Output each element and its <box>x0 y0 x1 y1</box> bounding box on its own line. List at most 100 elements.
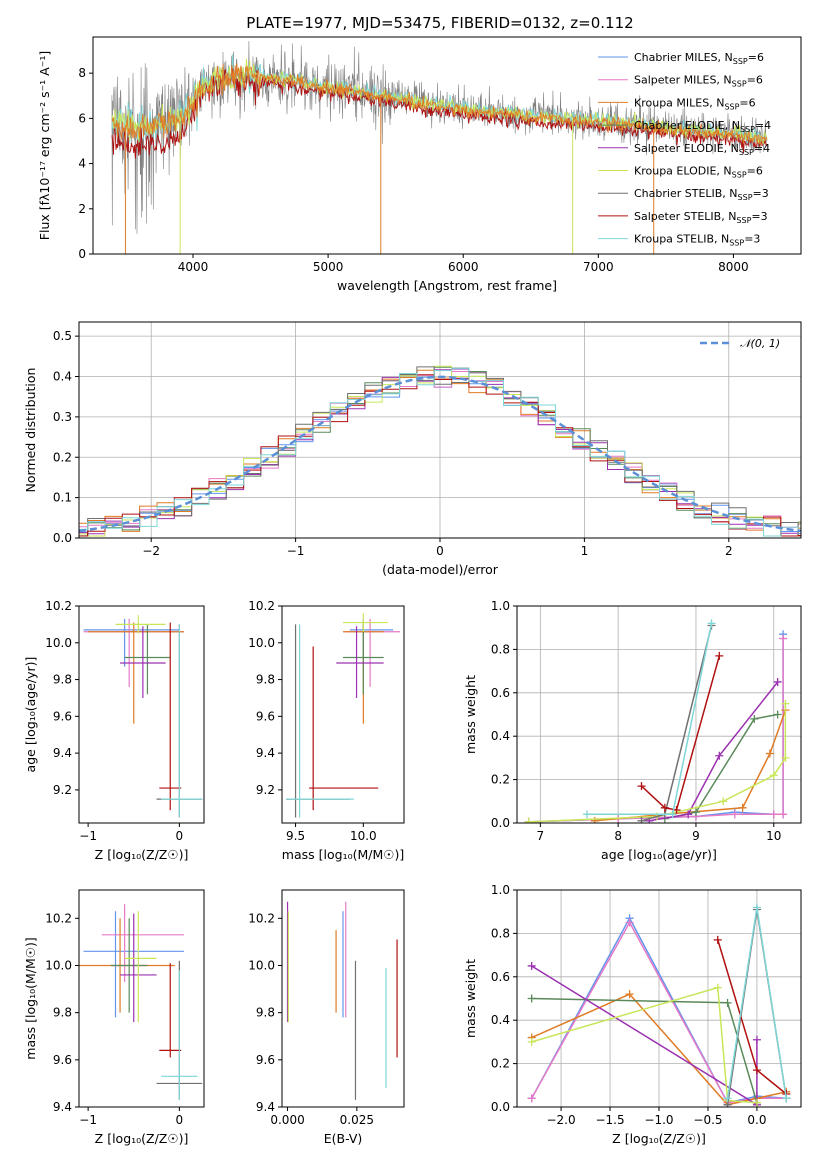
y-tick-label: 9.2 <box>53 783 72 797</box>
series-kroupa-elodie-marker <box>713 983 722 992</box>
series-kroupa-elodie-marker <box>527 1037 536 1046</box>
legend-label-main: Chabrier ELODIE, N <box>634 119 740 132</box>
legend-label-sub: SSP <box>724 102 739 111</box>
series-kroupa-elodie-line <box>528 703 787 823</box>
series-salpeter-miles-marker <box>769 810 778 819</box>
y-tick-label: 4 <box>78 157 86 171</box>
series-chabrier-elodie-marker <box>527 994 536 1003</box>
legend-label: Chabrier MILES, NSSP=6 <box>634 51 764 66</box>
legend-label-suffix: =4 <box>755 119 771 132</box>
y-axis-label: Flux [fλ10⁻¹⁷ erg cm⁻² s⁻¹ A⁻¹] <box>37 51 52 240</box>
series-chabrier-elodie-marker <box>691 808 700 817</box>
series-chabrier-elodie-marker <box>773 710 782 719</box>
x-axis-label: E(B-V) <box>324 1131 363 1146</box>
x-tick-label: 0.000 <box>270 1113 304 1127</box>
series-kroupa-elodie-marker <box>719 797 728 806</box>
y-tick-label: 0.0 <box>491 816 510 830</box>
y-tick-label: 10.2 <box>45 599 72 613</box>
y-tick-label: 1.0 <box>491 599 510 613</box>
series-salpeter-miles-marker <box>730 810 739 819</box>
series-kroupa-elodie-marker <box>781 699 790 708</box>
y-tick-label: 0.8 <box>491 926 510 940</box>
series-salpeter-stelib-line <box>717 939 787 1095</box>
axes-frame <box>78 889 205 1108</box>
legend-label-sub: SSP <box>736 216 751 225</box>
x-tick-label: 2 <box>725 544 733 558</box>
x-tick-label: 0 <box>176 829 184 843</box>
series-kroupa-elodie-marker <box>524 817 533 823</box>
axes-weight_vs_Z: −2.0 −1.5 −1.0 −0.5 0.0 0.0 0.2 0.4 0.6 0.8 1.0 Z [… <box>463 883 802 1146</box>
plot-area-spectrum <box>111 41 768 254</box>
x-axis-label: age [log₁₀(age/yr)] <box>601 847 717 862</box>
series-salpeter-elodie-marker <box>527 961 536 970</box>
x-tick-label: −1.0 <box>644 1113 673 1127</box>
y-tick-label: 0.1 <box>53 491 72 505</box>
series-salpeter-miles-marker <box>779 634 788 643</box>
x-tick-label: 8 <box>614 829 622 843</box>
plot-area-residuals <box>79 365 801 537</box>
legend-label-sub: SSP <box>740 125 755 134</box>
y-tick-label: 9.4 <box>256 746 275 760</box>
series-kroupa-elodie-line <box>531 986 757 1104</box>
y-tick-label: 10.2 <box>248 599 275 613</box>
y-tick-label: 0.6 <box>491 970 510 984</box>
series-salpeter-miles-marker <box>625 918 634 927</box>
legend-label-sub: SSP <box>739 148 754 157</box>
histogram-chabrier-stelib <box>79 366 801 537</box>
series-salpeter-elodie-marker <box>752 1035 761 1044</box>
legend-label: 𝒩(0, 1) <box>740 337 780 350</box>
model-line-kroupa-miles <box>111 63 768 146</box>
series-salpeter-stelib-line <box>640 655 721 811</box>
legend-label-suffix: =6 <box>739 96 755 109</box>
y-tick-label: 10.2 <box>248 911 275 925</box>
x-tick-label: 0.025 <box>340 1113 374 1127</box>
series-chabrier-elodie-marker <box>723 998 732 1007</box>
y-tick-label: 9.8 <box>256 673 275 687</box>
y-axis-label: mass weight <box>463 675 478 754</box>
y-tick-label: 2 <box>78 202 86 216</box>
x-tick-label: −2 <box>142 544 160 558</box>
legend-label: Kroupa MILES, NSSP=6 <box>634 96 756 111</box>
legend-label-suffix: =3 <box>753 187 769 200</box>
series-kroupa-stelib-marker <box>723 1094 732 1103</box>
legend-label-suffix: =3 <box>751 210 767 223</box>
series-kroupa-stelib-marker <box>782 1094 791 1103</box>
x-tick-label: −1 <box>79 1113 97 1127</box>
histogram-salpeter-miles <box>79 371 801 529</box>
legend-label-sub: SSP <box>732 171 747 180</box>
legend-label-main: Chabrier STELIB, N <box>634 187 738 200</box>
y-axis-label: mass [log₁₀(M/M☉)] <box>23 937 38 1059</box>
spectrum-data-line <box>111 41 768 234</box>
plot-area-age_vs_Z <box>83 615 203 818</box>
x-tick-label: 10 <box>766 829 781 843</box>
series-salpeter-stelib-marker <box>752 1066 761 1075</box>
x-tick-label: −0.5 <box>693 1113 722 1127</box>
legend-label: Salpeter ELODIE, NSSP=4 <box>634 142 770 157</box>
series-chabrier-miles-line <box>528 634 784 823</box>
plot-area-mass_vs_Z <box>79 904 203 1100</box>
series-salpeter-miles-marker <box>527 1094 536 1103</box>
y-tick-label: 10.0 <box>248 636 275 650</box>
y-tick-label: 10.0 <box>45 958 72 972</box>
y-tick-label: 1.0 <box>491 883 510 897</box>
legend-label-suffix: =6 <box>747 165 763 178</box>
y-tick-label: 9.6 <box>53 1053 72 1067</box>
series-salpeter-stelib-marker <box>660 803 669 812</box>
y-tick-label: 9.6 <box>256 709 275 723</box>
legend-label: Chabrier STELIB, NSSP=3 <box>634 187 769 202</box>
legend-label: Salpeter MILES, NSSP=6 <box>634 74 763 89</box>
series-salpeter-stelib-marker <box>713 935 722 944</box>
y-axis-label: age [log₁₀(age/yr)] <box>23 657 38 773</box>
series-kroupa-miles-marker <box>765 749 774 758</box>
y-axis-label: mass weight <box>463 959 478 1038</box>
axes-mass_vs_ebv: 0.000 0.025 9.4 9.6 9.8 10.0 10.2 E(B-V) <box>248 889 405 1146</box>
y-tick-label: 10.2 <box>45 911 72 925</box>
histogram-salpeter-stelib <box>79 374 801 537</box>
axes-frame <box>281 889 405 1108</box>
legend-label-main: Kroupa ELODIE, N <box>634 165 732 178</box>
y-tick-label: 0.3 <box>53 410 72 424</box>
x-axis-label: Z [log₁₀(Z/Z☉)] <box>612 1131 706 1146</box>
x-tick-label: 8000 <box>718 260 749 274</box>
y-tick-label: 0.2 <box>491 773 510 787</box>
